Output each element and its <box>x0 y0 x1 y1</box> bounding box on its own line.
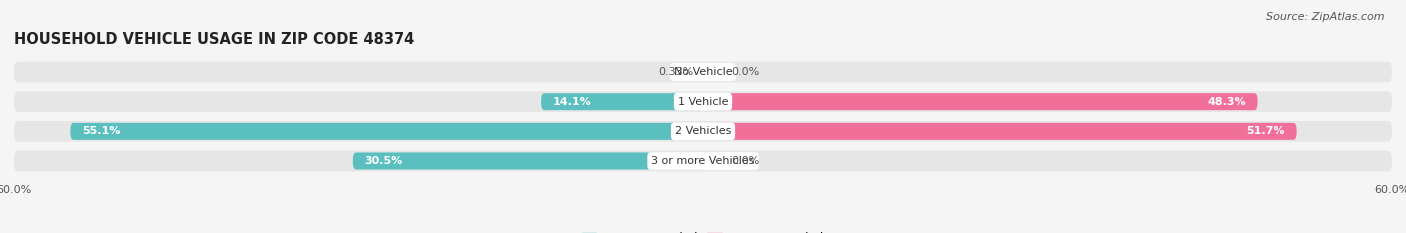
FancyBboxPatch shape <box>70 123 703 140</box>
FancyBboxPatch shape <box>14 91 1392 112</box>
Text: 0.0%: 0.0% <box>731 156 761 166</box>
Text: Source: ZipAtlas.com: Source: ZipAtlas.com <box>1267 12 1385 22</box>
Text: 55.1%: 55.1% <box>82 126 120 136</box>
Text: 3 or more Vehicles: 3 or more Vehicles <box>651 156 755 166</box>
FancyBboxPatch shape <box>699 64 703 81</box>
Text: 0.0%: 0.0% <box>731 67 761 77</box>
Text: 51.7%: 51.7% <box>1247 126 1285 136</box>
Text: No Vehicle: No Vehicle <box>673 67 733 77</box>
Legend: Owner-occupied, Renter-occupied: Owner-occupied, Renter-occupied <box>579 230 827 233</box>
FancyBboxPatch shape <box>14 62 1392 82</box>
FancyBboxPatch shape <box>14 121 1392 142</box>
FancyBboxPatch shape <box>541 93 703 110</box>
Text: 2 Vehicles: 2 Vehicles <box>675 126 731 136</box>
FancyBboxPatch shape <box>353 152 703 169</box>
Text: 1 Vehicle: 1 Vehicle <box>678 97 728 107</box>
Text: 48.3%: 48.3% <box>1208 97 1246 107</box>
Text: 30.5%: 30.5% <box>364 156 402 166</box>
FancyBboxPatch shape <box>703 123 1296 140</box>
Text: 0.33%: 0.33% <box>658 67 693 77</box>
Text: 14.1%: 14.1% <box>553 97 592 107</box>
FancyBboxPatch shape <box>14 151 1392 171</box>
Text: HOUSEHOLD VEHICLE USAGE IN ZIP CODE 48374: HOUSEHOLD VEHICLE USAGE IN ZIP CODE 4837… <box>14 32 415 47</box>
FancyBboxPatch shape <box>703 93 1257 110</box>
